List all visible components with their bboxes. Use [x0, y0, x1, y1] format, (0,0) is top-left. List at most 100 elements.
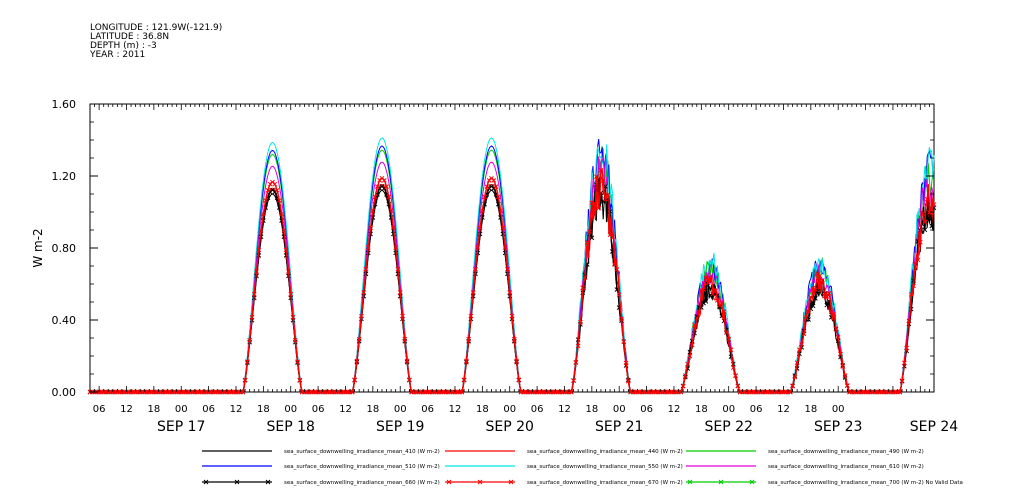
series-point [810, 303, 816, 309]
series-point [703, 275, 709, 281]
plot-frame [89, 103, 935, 393]
series-point [701, 287, 706, 292]
series-point [799, 342, 805, 347]
series-point [694, 315, 700, 321]
series-point [402, 336, 408, 342]
legend-label: sea_surface_downwelling_irradiance_mean_… [284, 449, 440, 455]
series-point [502, 245, 508, 250]
series-point [824, 302, 830, 308]
series-point [813, 295, 818, 301]
series-point [735, 383, 741, 389]
series-point [495, 194, 501, 200]
series-point [678, 389, 684, 395]
x-hour-tick-label: 00 [175, 404, 188, 415]
series-line [90, 179, 935, 393]
axes: 0.00 0.40 0.80 1.20 1.60 W m-2 06 12 18 00 06 12 18 0… [31, 98, 958, 435]
series-point [473, 266, 478, 272]
legend-marker [446, 479, 452, 485]
series-point [272, 181, 278, 187]
x-hour-tick-label: 18 [366, 404, 379, 415]
series-point [406, 377, 412, 383]
series-point [388, 208, 394, 214]
x-hour-tick-label: 12 [230, 404, 243, 415]
series-point [400, 313, 405, 319]
series-point [354, 358, 360, 364]
series-point [397, 290, 403, 295]
x-hour-tick-label: 00 [722, 404, 735, 415]
series-point [897, 389, 903, 395]
series-point [813, 287, 818, 292]
x-hour-tick-label: 12 [449, 404, 462, 415]
series-point [708, 277, 713, 283]
series-point [922, 219, 928, 225]
series-point [493, 184, 499, 189]
series-point [806, 309, 811, 315]
series-line [90, 155, 935, 393]
series-point [917, 239, 923, 245]
series-point [491, 178, 497, 183]
series-line [90, 137, 935, 393]
series-point [295, 359, 300, 364]
series-point [479, 208, 485, 214]
series-point [817, 273, 823, 279]
x-hour-tick-label: 18 [695, 404, 708, 415]
x-day-label: SEP 18 [267, 419, 315, 435]
series-point [733, 373, 738, 379]
series-point [249, 315, 255, 320]
series-point [605, 192, 611, 197]
metadata-line: DEPTH (m) : -3 [90, 41, 157, 51]
series-point [363, 266, 369, 272]
series-lines [87, 137, 937, 395]
series-point [356, 336, 362, 342]
legend-marker [687, 479, 693, 485]
series-point [482, 194, 487, 200]
series-point [683, 373, 688, 378]
series-point [899, 378, 905, 384]
series-point [808, 294, 814, 300]
series-point [703, 299, 709, 304]
legend-label: sea_surface_downwelling_irradiance_mean_… [284, 464, 440, 470]
series-point [717, 304, 722, 310]
series-point [297, 377, 303, 383]
series-point [831, 311, 836, 317]
series-point [792, 374, 798, 380]
series-point [505, 266, 510, 272]
legend-marker [508, 479, 514, 485]
series-point [292, 337, 298, 343]
series-point [470, 290, 476, 295]
series-point [726, 337, 732, 342]
series-point [575, 343, 581, 349]
series-point [393, 245, 399, 250]
series-point [591, 201, 597, 206]
series-point [931, 202, 937, 207]
series-point [283, 247, 289, 253]
series-point [370, 208, 376, 214]
series-point [621, 339, 627, 345]
series-point [286, 269, 291, 274]
x-day-label: SEP 20 [485, 419, 533, 435]
legend-marker [477, 479, 483, 485]
series-point [598, 167, 604, 173]
series-point [254, 269, 259, 274]
legend-marker [265, 479, 271, 485]
series-point [689, 342, 695, 348]
series-point [840, 364, 846, 369]
x-hour-tick-label: 06 [202, 404, 215, 415]
x-hour-tick-label: 12 [777, 404, 790, 415]
series-point [904, 345, 909, 351]
x-hour-tick-label: 18 [804, 404, 817, 415]
series-point [801, 331, 807, 337]
series-point [265, 187, 271, 193]
series-point [263, 197, 268, 203]
series-point [600, 178, 606, 183]
x-hour-tick-label: 18 [585, 404, 598, 415]
series-point [724, 330, 729, 335]
series-point [251, 291, 257, 297]
series-point [692, 322, 697, 328]
x-hour-tick-label: 18 [257, 404, 270, 415]
series-point [803, 315, 809, 320]
plot-frame-border [89, 103, 935, 393]
series-point [461, 377, 467, 383]
